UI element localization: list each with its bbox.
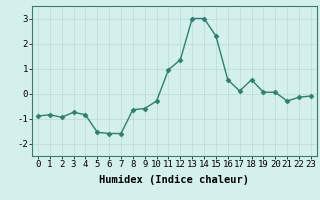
X-axis label: Humidex (Indice chaleur): Humidex (Indice chaleur) — [100, 175, 249, 185]
